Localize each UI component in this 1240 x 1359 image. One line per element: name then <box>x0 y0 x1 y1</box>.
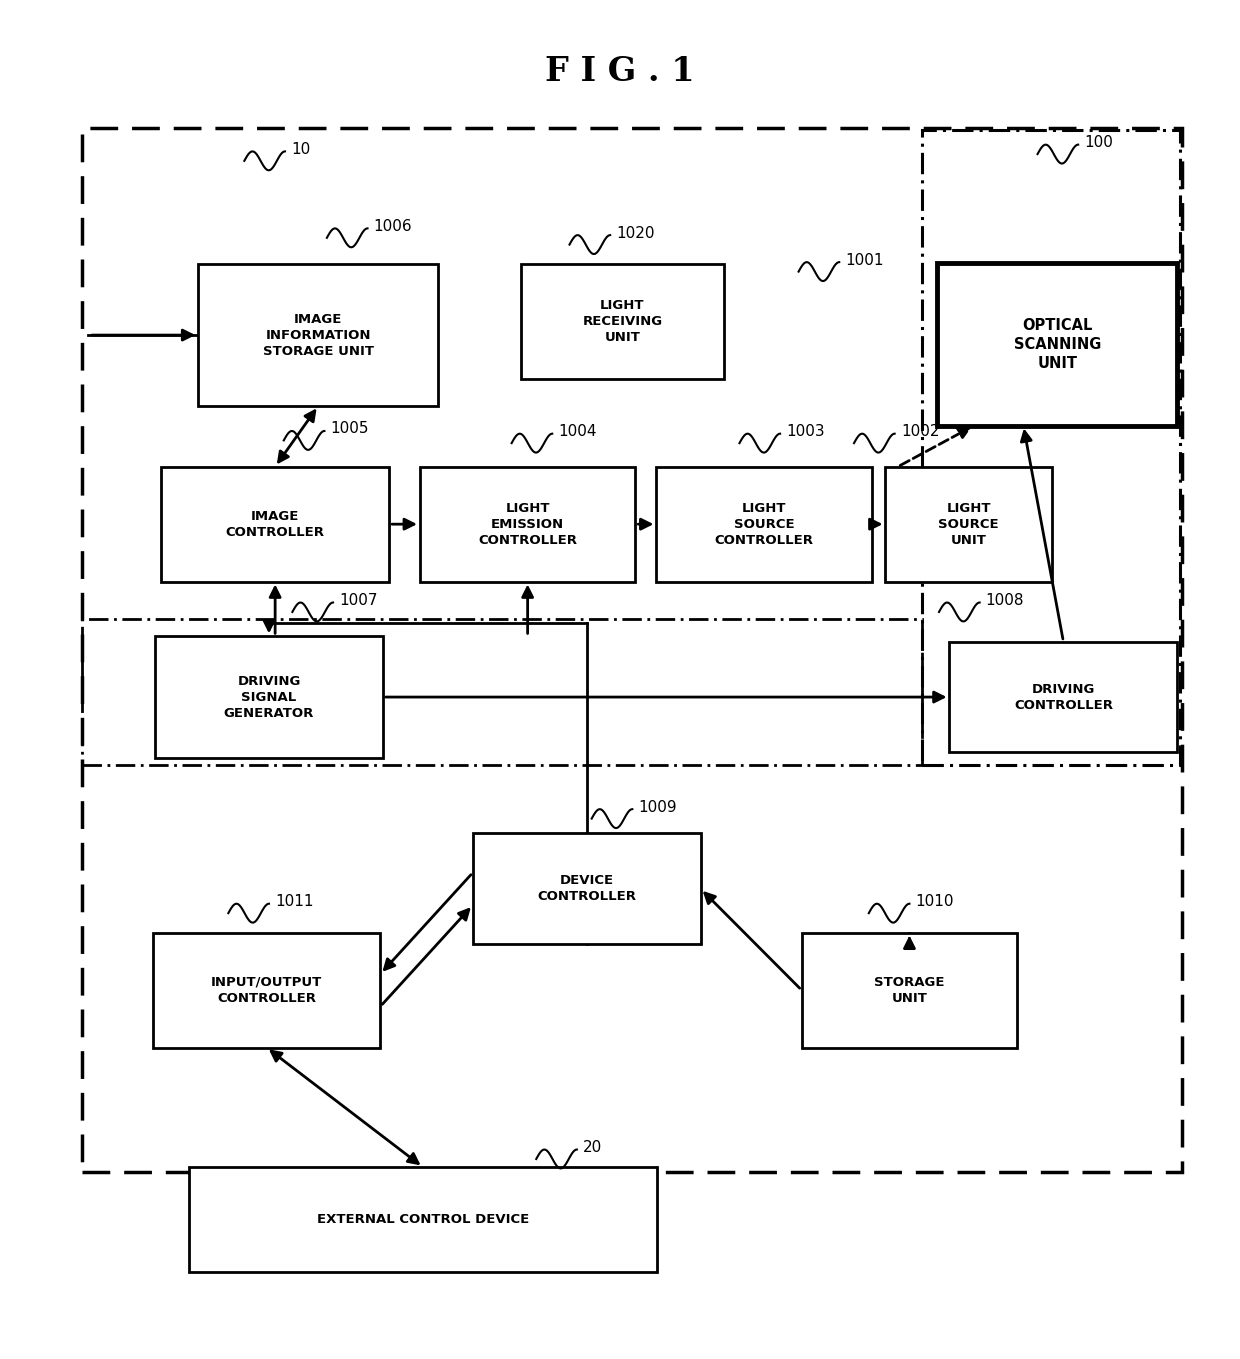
Bar <box>153 932 381 1048</box>
Text: 1008: 1008 <box>986 593 1024 607</box>
Text: 1007: 1007 <box>340 593 378 607</box>
Bar <box>921 129 1180 765</box>
Text: LIGHT
SOURCE
CONTROLLER: LIGHT SOURCE CONTROLLER <box>714 501 813 546</box>
Text: 1001: 1001 <box>846 253 884 268</box>
Text: LIGHT
SOURCE
UNIT: LIGHT SOURCE UNIT <box>939 501 999 546</box>
Text: 1005: 1005 <box>331 421 370 436</box>
Text: 1006: 1006 <box>373 219 412 234</box>
Bar <box>198 264 438 406</box>
Bar <box>656 466 872 582</box>
Text: 100: 100 <box>1084 135 1114 149</box>
Text: OPTICAL
SCANNING
UNIT: OPTICAL SCANNING UNIT <box>1013 318 1101 371</box>
Bar <box>521 264 724 379</box>
Text: DEVICE
CONTROLLER: DEVICE CONTROLLER <box>537 874 636 904</box>
Text: INPUT/OUTPUT
CONTROLLER: INPUT/OUTPUT CONTROLLER <box>211 976 322 1004</box>
Text: 1002: 1002 <box>900 424 940 439</box>
Text: DRIVING
SIGNAL
GENERATOR: DRIVING SIGNAL GENERATOR <box>223 674 314 719</box>
Bar <box>802 932 1017 1048</box>
Bar <box>885 466 1052 582</box>
Bar <box>472 833 701 945</box>
Text: 1020: 1020 <box>616 226 655 241</box>
Text: 20: 20 <box>583 1140 603 1155</box>
Bar <box>420 466 635 582</box>
Text: STORAGE
UNIT: STORAGE UNIT <box>874 976 945 1004</box>
Text: 10: 10 <box>291 141 310 156</box>
Text: LIGHT
RECEIVING
UNIT: LIGHT RECEIVING UNIT <box>583 299 662 344</box>
Text: LIGHT
EMISSION
CONTROLLER: LIGHT EMISSION CONTROLLER <box>479 501 577 546</box>
Bar <box>161 466 389 582</box>
Text: IMAGE
CONTROLLER: IMAGE CONTROLLER <box>226 510 325 538</box>
Bar <box>950 641 1177 753</box>
Text: F I G . 1: F I G . 1 <box>546 56 694 88</box>
Text: 1003: 1003 <box>786 424 825 439</box>
Bar <box>82 618 921 765</box>
Text: 1004: 1004 <box>558 424 596 439</box>
Text: EXTERNAL CONTROL DEVICE: EXTERNAL CONTROL DEVICE <box>316 1214 529 1226</box>
Bar <box>937 264 1177 425</box>
Bar <box>82 129 1182 1173</box>
Bar <box>188 1167 657 1272</box>
Text: DRIVING
CONTROLLER: DRIVING CONTROLLER <box>1014 682 1112 712</box>
Text: 1010: 1010 <box>915 894 954 909</box>
Text: 1009: 1009 <box>639 799 677 814</box>
Text: IMAGE
INFORMATION
STORAGE UNIT: IMAGE INFORMATION STORAGE UNIT <box>263 313 373 357</box>
Bar <box>155 636 383 758</box>
Text: 1011: 1011 <box>275 894 314 909</box>
